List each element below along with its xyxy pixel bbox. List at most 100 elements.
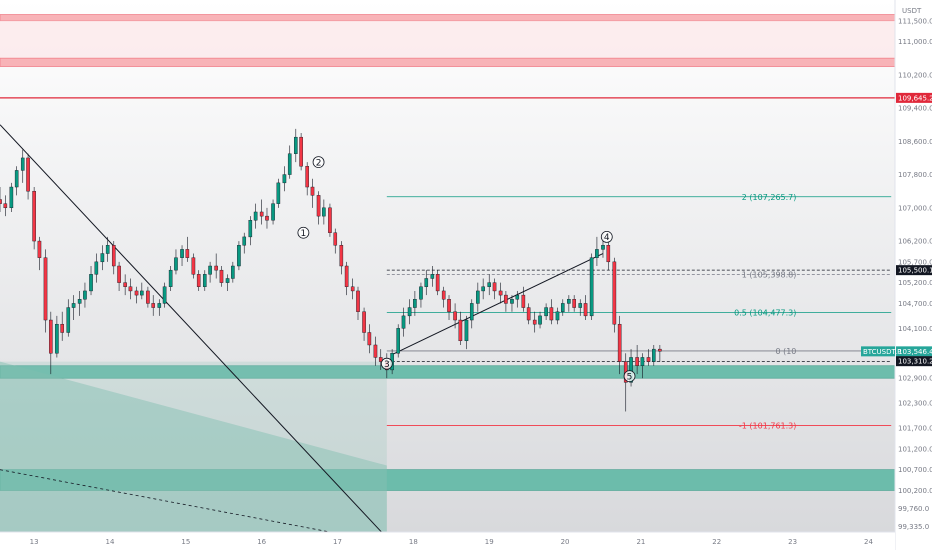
candle-body xyxy=(407,307,412,317)
candle-body xyxy=(635,357,639,366)
candle-body xyxy=(196,274,201,287)
descending-trendline xyxy=(0,124,400,550)
candle-body xyxy=(583,303,588,317)
candle-body xyxy=(305,166,309,188)
time-tick-label: 17 xyxy=(333,538,342,546)
candle-body xyxy=(350,286,355,292)
candle-body xyxy=(105,245,110,254)
price-tick-label: 109,400.0 xyxy=(898,105,932,113)
candle-body xyxy=(248,220,253,238)
candle-body xyxy=(601,245,605,250)
price-tick-label: 100,200.0 xyxy=(898,487,932,495)
time-tick-label: 22 xyxy=(712,538,721,546)
candle-body xyxy=(140,290,144,296)
candle-body xyxy=(66,307,71,333)
candle-body xyxy=(560,303,565,312)
candle-body xyxy=(567,299,571,304)
fib-level-label: 2 (107,265.7) xyxy=(742,193,797,202)
wave-label: 3 xyxy=(384,360,390,370)
price-tick-label: 101,700.0 xyxy=(898,425,932,433)
candle-body xyxy=(640,357,645,366)
candle-body xyxy=(14,170,19,188)
candle-body xyxy=(128,286,133,292)
candle-body xyxy=(476,290,480,304)
candle-body xyxy=(9,186,14,209)
candle-body xyxy=(339,245,344,267)
time-tick-label: 19 xyxy=(485,538,494,546)
wave-marker xyxy=(380,357,393,370)
candle-body xyxy=(344,265,349,287)
candle-body xyxy=(447,299,451,312)
candle-body xyxy=(572,299,576,308)
candle-body xyxy=(498,290,503,296)
candle-body xyxy=(356,290,360,312)
candle-body xyxy=(202,274,207,287)
symbol-tag-label: BTCUSDT.P xyxy=(863,348,901,356)
candle-body xyxy=(646,357,651,362)
candle-body xyxy=(151,303,156,308)
candle-body xyxy=(521,294,526,308)
candle-body xyxy=(287,153,292,175)
candle-body xyxy=(504,294,508,304)
candle-body xyxy=(453,311,457,321)
time-tick-label: 24 xyxy=(864,538,873,546)
currency-label: USDT xyxy=(902,7,922,15)
fib-level-label: -1 (101,761.3) xyxy=(739,422,796,431)
price-tick-label: 111,000.0 xyxy=(898,38,932,46)
candle-body xyxy=(242,236,247,246)
resistance-zone xyxy=(0,57,896,67)
symbol-tag xyxy=(861,346,895,357)
time-tick-label: 15 xyxy=(181,538,190,546)
candle-body xyxy=(310,186,315,196)
resistance-zone xyxy=(0,14,896,22)
time-axis-panel xyxy=(0,532,895,550)
candle-body xyxy=(492,282,497,292)
candle-body xyxy=(589,257,594,317)
candle-body xyxy=(299,136,303,167)
candle-body xyxy=(94,261,99,275)
candle-body xyxy=(237,245,241,267)
candle-body xyxy=(208,265,212,275)
candle-body xyxy=(282,174,287,184)
candle-body xyxy=(219,269,224,283)
wave-label: 4 xyxy=(604,233,610,243)
candle-body xyxy=(89,274,93,292)
rising-trendline xyxy=(390,253,604,356)
candle-body xyxy=(157,303,162,308)
candle-body xyxy=(419,286,423,300)
wave-marker xyxy=(623,370,636,383)
candle-body xyxy=(77,299,82,304)
candle-body xyxy=(595,249,599,258)
candle-body xyxy=(430,274,435,279)
price-tag-label: 103,546.4 xyxy=(898,348,932,356)
wave-marker xyxy=(312,156,325,168)
candle-body xyxy=(578,303,583,308)
time-tick-label: 16 xyxy=(257,538,266,546)
candle-body xyxy=(396,328,400,354)
price-tick-label: 107,800.0 xyxy=(898,171,932,179)
price-tick-label: 105,200.0 xyxy=(898,279,932,287)
candle-body xyxy=(510,299,514,304)
time-tick-label: 13 xyxy=(30,538,39,546)
candle-body xyxy=(111,245,116,267)
candle-body xyxy=(185,249,190,258)
candle-body xyxy=(253,211,258,221)
candle-body xyxy=(71,303,76,308)
candle-body xyxy=(162,286,167,304)
time-tick-label: 14 xyxy=(106,538,115,546)
candle-body xyxy=(271,203,275,221)
resistance-band xyxy=(0,20,895,59)
candle-body xyxy=(435,274,440,292)
time-tick-label: 20 xyxy=(561,538,570,546)
price-tag xyxy=(896,356,932,367)
candle-body xyxy=(225,278,230,283)
candle-body xyxy=(362,311,366,333)
candle-body xyxy=(606,245,611,263)
candle-body xyxy=(100,253,105,263)
wave-marker xyxy=(600,231,613,243)
price-tick-label: 111,500.0 xyxy=(898,17,932,25)
projection-box xyxy=(0,361,387,532)
time-tick-label: 18 xyxy=(409,538,418,546)
price-tag xyxy=(896,92,932,103)
